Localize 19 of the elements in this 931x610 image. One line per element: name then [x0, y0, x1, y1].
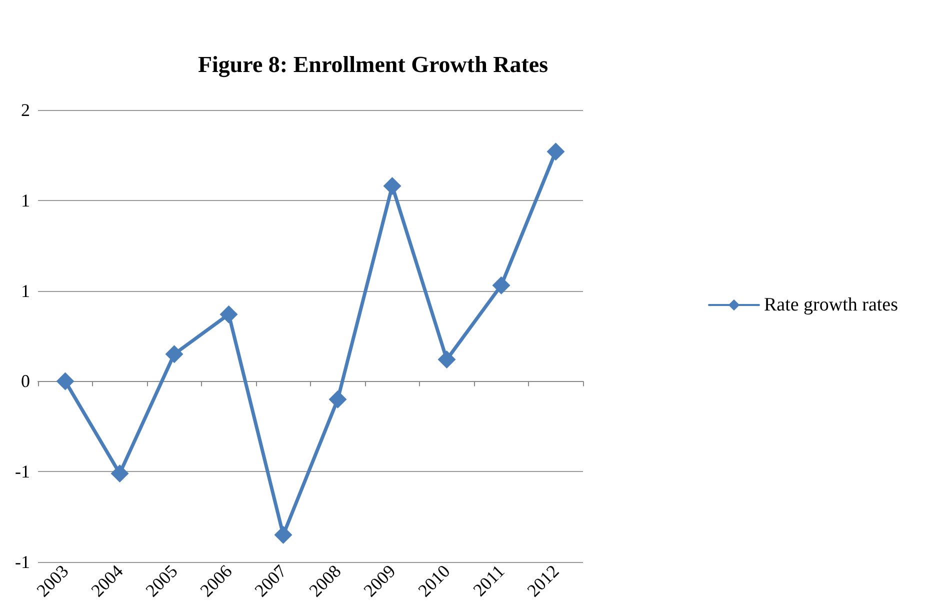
point — [274, 526, 292, 544]
y-tick-label: 2 — [21, 100, 30, 120]
point — [492, 276, 510, 294]
point — [383, 176, 402, 195]
chart-title: Figure 8: Enrollment Growth Rates — [198, 52, 548, 78]
legend-label: Rate growth rates — [764, 294, 898, 316]
y-tick-label: -1 — [15, 462, 30, 482]
point — [328, 390, 347, 408]
y-tick-label: 1 — [21, 190, 30, 210]
point — [546, 142, 565, 161]
y-tick-label: -1 — [15, 552, 30, 572]
point — [56, 372, 74, 390]
x-tick-label: 2011 — [469, 560, 508, 600]
point — [110, 464, 129, 482]
point — [220, 305, 238, 324]
point — [438, 350, 456, 369]
y-tick-label: 1 — [21, 280, 30, 301]
y-tick-label: 0 — [21, 371, 30, 392]
point — [165, 345, 184, 364]
